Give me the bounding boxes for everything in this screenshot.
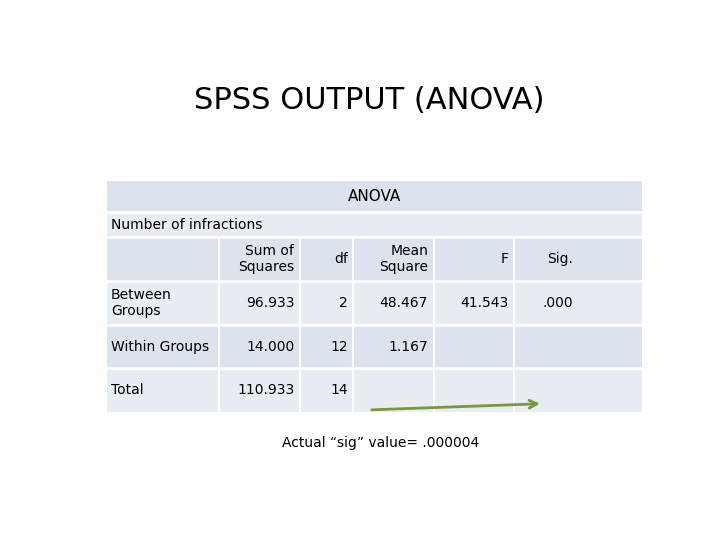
- Text: Within Groups: Within Groups: [111, 340, 209, 354]
- Text: Mean
Square: Mean Square: [379, 244, 428, 274]
- Bar: [107, 212, 642, 238]
- Text: Total: Total: [111, 383, 144, 397]
- Text: 48.467: 48.467: [379, 296, 428, 310]
- Text: Number of infractions: Number of infractions: [111, 218, 262, 232]
- Text: 2: 2: [339, 296, 348, 310]
- Text: df: df: [334, 252, 348, 266]
- Bar: [107, 238, 642, 281]
- Text: F: F: [500, 252, 508, 266]
- Text: Between
Groups: Between Groups: [111, 288, 172, 318]
- Bar: [107, 325, 642, 368]
- Bar: [107, 181, 642, 212]
- Text: 110.933: 110.933: [237, 383, 294, 397]
- Text: .000: .000: [542, 296, 573, 310]
- Text: Actual “sig” value= .000004: Actual “sig” value= .000004: [282, 436, 479, 450]
- Bar: [107, 368, 642, 412]
- Text: SPSS OUTPUT (ANOVA): SPSS OUTPUT (ANOVA): [194, 85, 544, 114]
- Text: 96.933: 96.933: [246, 296, 294, 310]
- Bar: [107, 281, 642, 325]
- Text: 14: 14: [330, 383, 348, 397]
- Text: 14.000: 14.000: [246, 340, 294, 354]
- Text: 1.167: 1.167: [388, 340, 428, 354]
- Text: ANOVA: ANOVA: [348, 190, 401, 204]
- Text: 41.543: 41.543: [460, 296, 508, 310]
- Text: 12: 12: [330, 340, 348, 354]
- Text: Sum of
Squares: Sum of Squares: [238, 244, 294, 274]
- Text: Sig.: Sig.: [547, 252, 573, 266]
